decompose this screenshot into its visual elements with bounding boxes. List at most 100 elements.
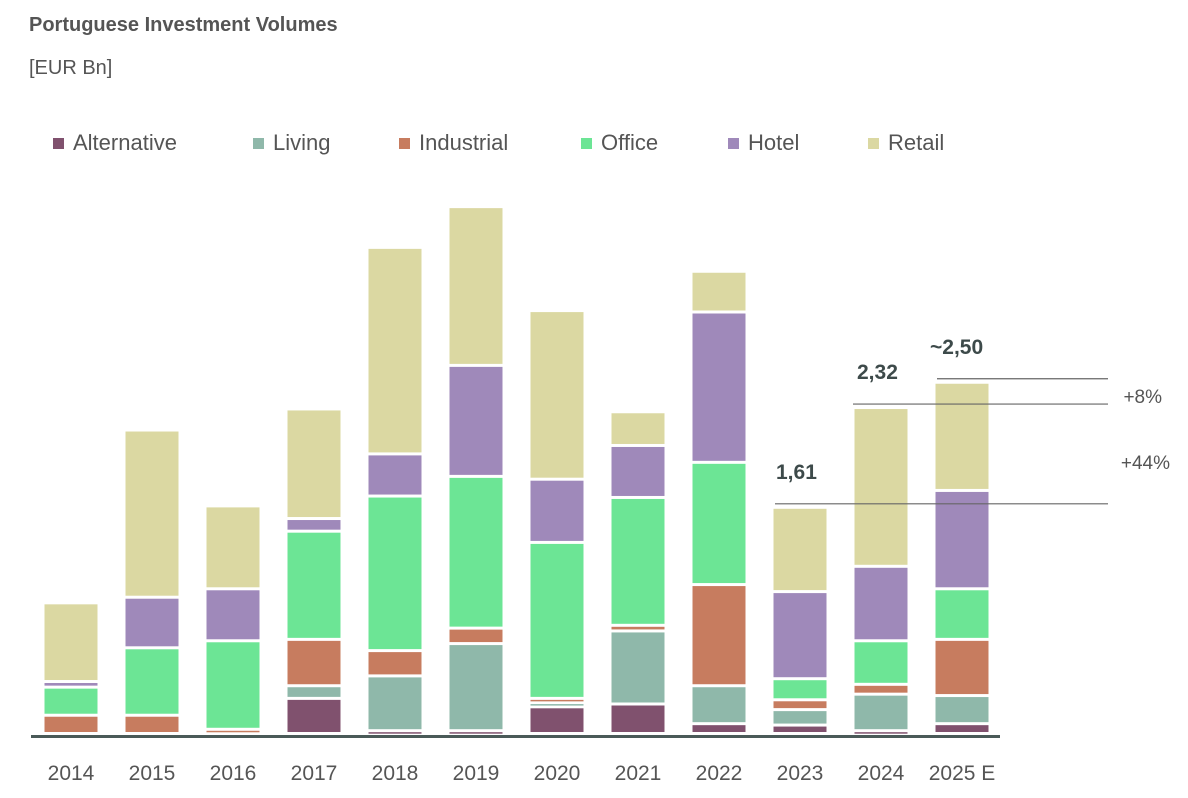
legend-label: Hotel xyxy=(748,130,800,155)
bar-segment-industrial-2023 xyxy=(773,701,827,709)
bar-segment-industrial-2022 xyxy=(692,586,746,685)
total-label: 1,61 xyxy=(776,461,817,484)
bar-segment-hotel-2022 xyxy=(692,313,746,461)
bar-segment-retail-2018 xyxy=(368,248,422,453)
bar-segment-industrial-2016 xyxy=(206,730,260,733)
chart-title: Portuguese Investment Volumes xyxy=(29,14,338,36)
bar-segment-retail-2021 xyxy=(611,413,665,444)
bar-segment-alternative-2018 xyxy=(368,732,422,734)
bar-segment-living-2024 xyxy=(854,695,908,730)
bar-segment-retail-2024 xyxy=(854,409,908,565)
bar-segment-retail-2020 xyxy=(530,312,584,478)
bar-segment-hotel-2023 xyxy=(773,593,827,678)
legend-label: Industrial xyxy=(419,130,509,155)
chart-subtitle: [EUR Bn] xyxy=(29,57,113,79)
legend-swatch xyxy=(253,137,264,149)
bar-segment-alternative-2022 xyxy=(692,725,746,732)
bar-segment-industrial-2019 xyxy=(449,629,503,643)
x-tick-label: 2016 xyxy=(210,762,257,785)
legend-swatch xyxy=(868,137,879,149)
bar-segment-industrial-2018 xyxy=(368,652,422,675)
bar-segment-office-2020 xyxy=(530,543,584,697)
bar-segment-hotel-2020 xyxy=(530,480,584,541)
bar-segment-hotel-2014 xyxy=(44,683,98,686)
x-tick-label: 2018 xyxy=(372,762,419,785)
legend-item-hotel: Hotel xyxy=(728,130,868,156)
legend-label: Alternative xyxy=(73,130,177,155)
bar-segment-retail-2015 xyxy=(125,431,179,596)
bar-segment-industrial-2017 xyxy=(287,640,341,685)
bar-segment-hotel-2015 xyxy=(125,598,179,647)
legend-label: Living xyxy=(273,130,331,155)
x-tick-label: 2021 xyxy=(615,762,662,785)
legend-item-alternative: Alternative xyxy=(53,130,253,156)
change-label: +44% xyxy=(1121,453,1170,474)
legend-swatch xyxy=(53,137,64,149)
bar-segment-hotel-2018 xyxy=(368,455,422,495)
legend-item-industrial: Industrial xyxy=(399,130,581,156)
x-tick-label: 2020 xyxy=(534,762,581,785)
legend-swatch xyxy=(581,137,592,149)
bar-segment-living-2017 xyxy=(287,687,341,697)
bar-segment-alternative-2021 xyxy=(611,705,665,732)
x-tick-label: 2025 E xyxy=(929,762,996,785)
legend: Alternative Living Industrial Office Hotel Re… xyxy=(53,130,988,156)
bar-segment-retail-2016 xyxy=(206,507,260,588)
bar-segment-living-2018 xyxy=(368,677,422,730)
bar-segment-living-2019 xyxy=(449,645,503,730)
bar-segment-hotel-2016 xyxy=(206,590,260,640)
bar-segment-alternative-2017 xyxy=(287,699,341,732)
bar-segment-office-2015 xyxy=(125,649,179,714)
bar-segment-office-2022 xyxy=(692,463,746,584)
bar-segment-industrial-2025E xyxy=(935,640,989,695)
bar-segment-living-2025E xyxy=(935,697,989,723)
bar-segment-office-2024 xyxy=(854,642,908,683)
bar-segment-alternative-2023 xyxy=(773,726,827,732)
bar-segment-alternative-2024 xyxy=(854,732,908,734)
legend-label: Retail xyxy=(888,130,945,155)
x-tick-label: 2017 xyxy=(291,762,338,785)
bar-segment-industrial-2024 xyxy=(854,685,908,693)
legend-swatch xyxy=(728,137,739,149)
x-tick-label: 2022 xyxy=(696,762,743,785)
bar-segment-living-2020 xyxy=(530,704,584,706)
bar-segment-living-2021 xyxy=(611,632,665,703)
change-label: +8% xyxy=(1123,387,1162,408)
bar-segment-retail-2022 xyxy=(692,272,746,311)
bar-segment-industrial-2015 xyxy=(125,716,179,732)
bar-segment-office-2014 xyxy=(44,688,98,714)
x-tick-label: 2024 xyxy=(858,762,905,785)
bar-segment-hotel-2021 xyxy=(611,446,665,496)
x-tick-label: 2015 xyxy=(129,762,176,785)
legend-item-retail: Retail xyxy=(868,130,988,156)
legend-swatch xyxy=(399,137,410,149)
bar-segment-office-2021 xyxy=(611,498,665,624)
bar-segment-hotel-2024 xyxy=(854,567,908,640)
total-label: 2,32 xyxy=(857,361,898,384)
bar-segment-office-2023 xyxy=(773,680,827,699)
x-tick-label: 2019 xyxy=(453,762,500,785)
x-tick-label: 2023 xyxy=(777,762,824,785)
bar-segment-alternative-2020 xyxy=(530,708,584,732)
bar-segment-office-2025E xyxy=(935,590,989,638)
bar-segment-office-2017 xyxy=(287,532,341,638)
bar-segment-hotel-2017 xyxy=(287,520,341,530)
x-tick-label: 2014 xyxy=(48,762,95,785)
bar-segment-office-2018 xyxy=(368,497,422,650)
bar-segment-industrial-2021 xyxy=(611,626,665,630)
bar-segment-retail-2017 xyxy=(287,410,341,518)
bar-segment-hotel-2019 xyxy=(449,366,503,475)
bar-segment-living-2023 xyxy=(773,711,827,724)
bar-segment-retail-2014 xyxy=(44,604,98,681)
bar-segment-industrial-2014 xyxy=(44,716,98,732)
bar-segment-alternative-2025E xyxy=(935,725,989,732)
bar-segment-office-2019 xyxy=(449,477,503,627)
bar-segment-retail-2025E xyxy=(935,383,989,489)
legend-item-office: Office xyxy=(581,130,728,156)
legend-item-living: Living xyxy=(253,130,399,156)
bar-segment-retail-2019 xyxy=(449,208,503,364)
bar-segment-retail-2023 xyxy=(773,508,827,591)
bar-segment-office-2016 xyxy=(206,642,260,728)
bar-segment-industrial-2020 xyxy=(530,699,584,702)
